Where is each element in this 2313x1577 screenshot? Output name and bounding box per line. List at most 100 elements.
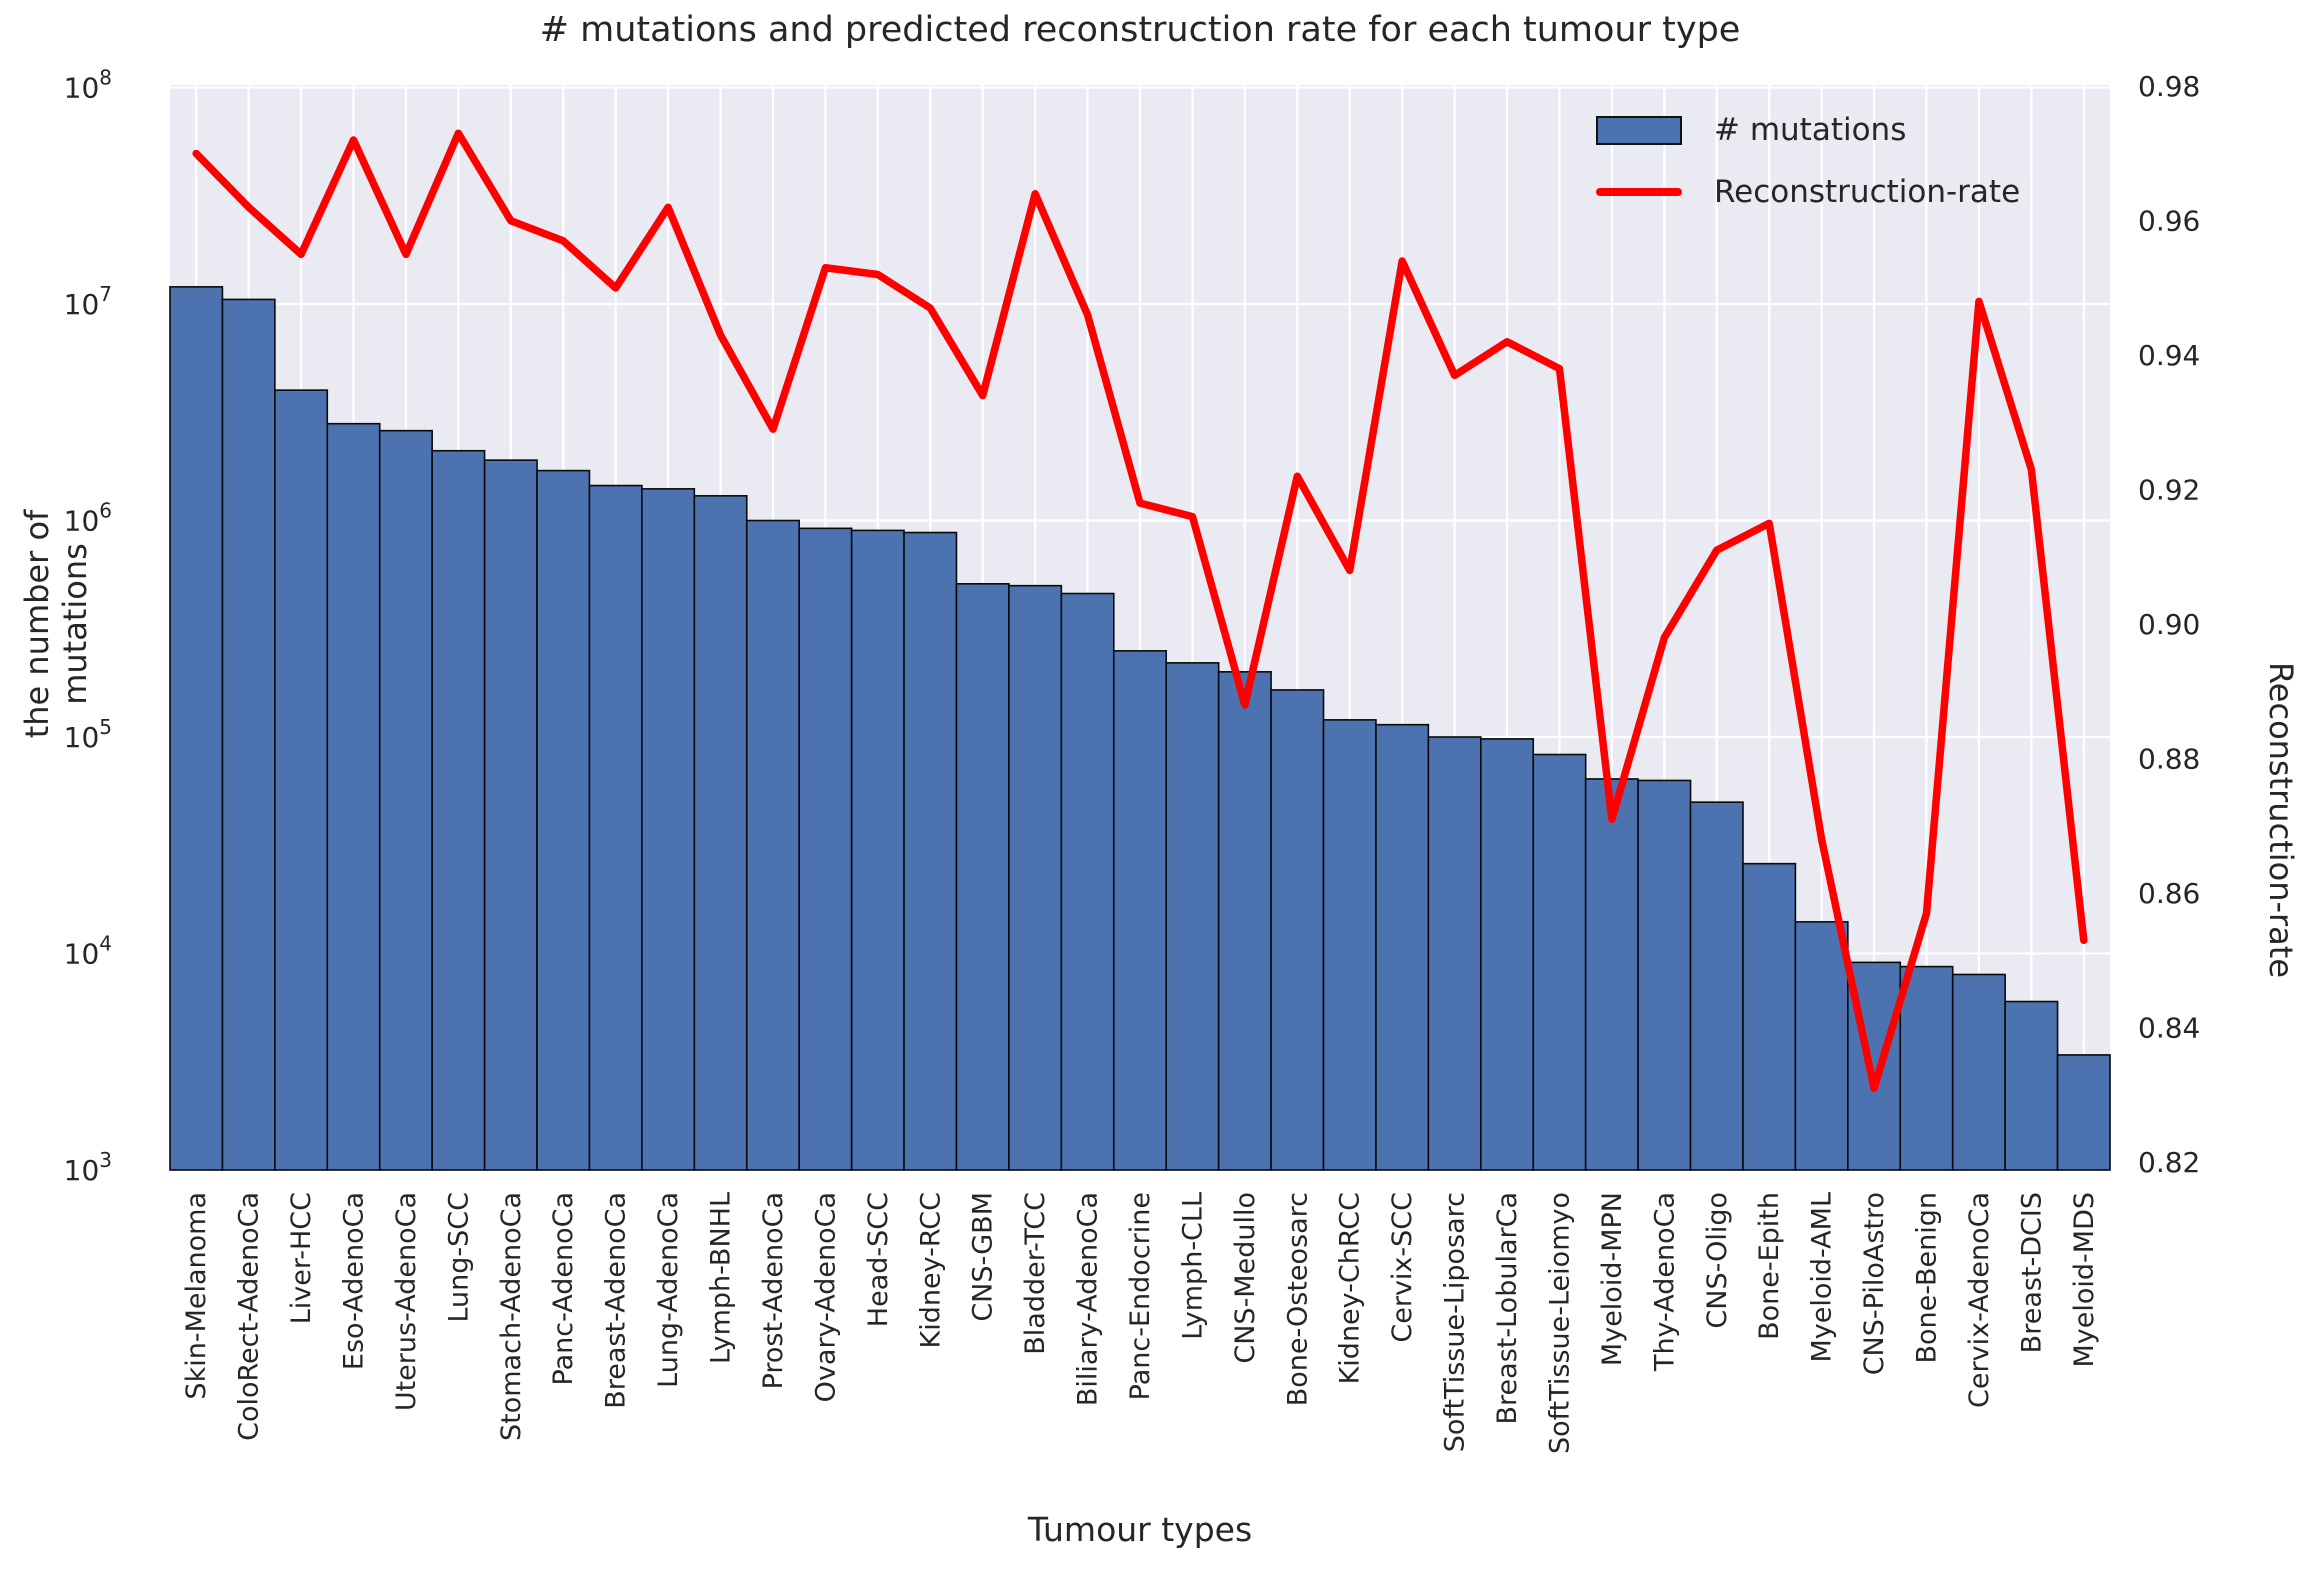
- bar: [745, 519, 800, 1171]
- y-left-tick-label: 106: [64, 499, 112, 538]
- bar: [274, 389, 329, 1171]
- bar: [536, 469, 591, 1171]
- x-tick-label: Bone-Benign: [1911, 1192, 1942, 1364]
- y-right-tick-label: 0.90: [2138, 608, 2200, 641]
- bar: [850, 529, 905, 1171]
- x-tick-label: CNS-Medullo: [1230, 1192, 1261, 1364]
- line-swatch-icon: [1596, 188, 1682, 196]
- legend-item-mutations: # mutations: [1596, 112, 2020, 148]
- x-tick-label: Ovary-AdenoCa: [810, 1192, 841, 1402]
- bar: [1322, 719, 1377, 1171]
- x-tick-label: Myeloid-AML: [1807, 1192, 1838, 1363]
- x-tick-label: Bone-Epith: [1754, 1192, 1785, 1340]
- bar-swatch-icon: [1596, 115, 1682, 145]
- bar: [798, 527, 853, 1171]
- bar: [1584, 778, 1639, 1171]
- bar: [2056, 1054, 2111, 1171]
- bar: [1794, 921, 1849, 1171]
- x-tick-label: ColoRect-AdenoCa: [234, 1192, 265, 1441]
- bar: [1689, 801, 1744, 1171]
- bar: [1742, 862, 1797, 1171]
- bar: [169, 286, 224, 1171]
- x-tick-label: Cervix-SCC: [1387, 1192, 1418, 1343]
- x-tick-label: Biliary-AdenoCa: [1073, 1192, 1104, 1406]
- bar: [1375, 723, 1430, 1171]
- bar: [1480, 738, 1535, 1171]
- bar: [693, 495, 748, 1171]
- bar: [1217, 671, 1272, 1171]
- y-right-tick-label: 0.88: [2138, 743, 2200, 776]
- x-tick-label: Breast-AdenoCa: [601, 1192, 632, 1409]
- y-right-tick-label: 0.84: [2138, 1012, 2200, 1045]
- bar: [588, 484, 643, 1171]
- x-tick-label: Liver-HCC: [286, 1192, 317, 1324]
- x-tick-label: Lung-SCC: [443, 1192, 474, 1323]
- x-tick-label: Cervix-AdenoCa: [1964, 1192, 1995, 1408]
- y-right-tick-label: 0.98: [2138, 70, 2200, 103]
- x-tick-label: Bone-Osteosarc: [1282, 1192, 1313, 1406]
- x-tick-label: Breast-DCIS: [2016, 1192, 2047, 1353]
- x-tick-label: CNS-Oligo: [1702, 1192, 1733, 1329]
- x-axis-label: Tumour types: [1027, 1510, 1253, 1549]
- x-tick-label: Lymph-CLL: [1177, 1192, 1208, 1340]
- x-tick-label: Prost-AdenoCa: [758, 1192, 789, 1389]
- bar: [1270, 689, 1325, 1171]
- x-tick-label: Skin-Melanoma: [181, 1192, 212, 1400]
- x-tick-label: Myeloid-MDS: [2069, 1192, 2100, 1368]
- legend-label: # mutations: [1714, 112, 1907, 148]
- x-tick-label: Panc-Endocrine: [1125, 1192, 1156, 1400]
- bar: [1899, 965, 1954, 1171]
- chart-title: # mutations and predicted reconstruction…: [539, 10, 1741, 50]
- x-tick-label: Head-SCC: [863, 1192, 894, 1327]
- bar: [903, 531, 958, 1171]
- y-right-tick-label: 0.82: [2138, 1146, 2200, 1179]
- legend: # mutations Reconstruction-rate: [1596, 112, 2020, 210]
- bar: [378, 429, 433, 1171]
- bar: [641, 488, 696, 1171]
- x-tick-label: Breast-LobularCa: [1492, 1192, 1523, 1424]
- x-tick-label: Panc-AdenoCa: [548, 1192, 579, 1386]
- x-tick-label: SoftTissue-Leiomyo: [1544, 1192, 1575, 1454]
- bar: [1008, 584, 1063, 1171]
- y-left-tick-label: 104: [64, 932, 112, 971]
- y-right-tick-label: 0.96: [2138, 205, 2200, 238]
- y-left-tick-label: 103: [64, 1148, 112, 1187]
- x-tick-label: Bladder-TCC: [1020, 1192, 1051, 1355]
- bar: [483, 459, 538, 1171]
- bar: [1951, 973, 2006, 1171]
- x-tick-label: Eso-AdenoCa: [339, 1192, 370, 1370]
- y-left-tick-label: 107: [64, 282, 112, 321]
- x-tick-label: Uterus-AdenoCa: [391, 1192, 422, 1411]
- legend-label: Reconstruction-rate: [1714, 174, 2021, 210]
- bar: [1060, 592, 1115, 1171]
- y-right-tick-label: 0.94: [2138, 339, 2200, 372]
- bar: [1165, 662, 1220, 1171]
- x-tick-label: SoftTissue-Liposarc: [1440, 1192, 1471, 1452]
- y-axis-label-left: the number of mutations: [18, 509, 94, 739]
- x-tick-label: CNS-PiloAstro: [1859, 1192, 1890, 1375]
- bar: [431, 449, 486, 1171]
- reconstruction-rate-line: [192, 129, 2088, 1092]
- x-tick-label: Kidney-RCC: [915, 1192, 946, 1348]
- bar: [1532, 753, 1587, 1171]
- bar: [1427, 736, 1482, 1171]
- legend-item-reconstruction-rate: Reconstruction-rate: [1596, 174, 2020, 210]
- x-tick-label: Myeloid-MPN: [1597, 1192, 1628, 1366]
- y-axis-label-right: Reconstruction-rate: [2262, 661, 2300, 979]
- bar: [2004, 1000, 2059, 1171]
- x-tick-label: Stomach-AdenoCa: [496, 1192, 527, 1441]
- bar: [1112, 650, 1168, 1171]
- bar: [326, 422, 381, 1171]
- bar: [221, 298, 276, 1171]
- bar: [955, 583, 1010, 1171]
- x-tick-label: Kidney-ChRCC: [1335, 1192, 1366, 1384]
- x-tick-label: Lung-AdenoCa: [653, 1192, 684, 1388]
- x-tick-label: CNS-GBM: [968, 1192, 999, 1322]
- x-tick-label: Thy-AdenoCa: [1649, 1192, 1680, 1372]
- y-left-tick-label: 108: [64, 66, 112, 105]
- y-right-tick-label: 0.92: [2138, 474, 2200, 507]
- y-right-tick-label: 0.86: [2138, 877, 2200, 910]
- x-tick-label: Lymph-BNHL: [706, 1192, 737, 1364]
